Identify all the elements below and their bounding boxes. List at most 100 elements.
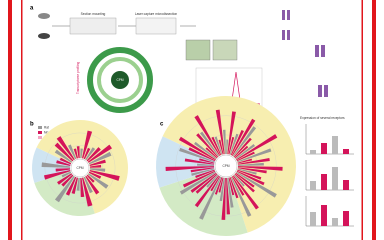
- wedge: [237, 148, 272, 163]
- wedge: [232, 175, 259, 210]
- wedge: [215, 109, 225, 155]
- panel-label: a: [30, 6, 34, 12]
- bar: [321, 205, 327, 226]
- wedge: [210, 176, 221, 192]
- wedge: [236, 171, 277, 198]
- wedge: [233, 137, 252, 158]
- core: [70, 158, 90, 178]
- wedge: [222, 129, 226, 155]
- step-box: [135, 17, 177, 35]
- wedge: [86, 147, 101, 162]
- ring: [57, 145, 103, 191]
- wedge: [81, 177, 93, 207]
- wedge: [85, 175, 100, 195]
- wedge: [227, 177, 234, 208]
- red-bar: [8, 0, 12, 240]
- wedge: [61, 174, 74, 187]
- panel-label: c: [160, 122, 164, 128]
- wedge: [230, 176, 252, 217]
- red-line: [361, 0, 363, 240]
- wedge: [184, 158, 215, 165]
- red-bar: [372, 0, 376, 240]
- bar: [310, 150, 316, 154]
- wedge: [76, 146, 80, 159]
- wedge: [214, 136, 223, 155]
- bar: [332, 136, 338, 154]
- animal-icon: [38, 13, 50, 19]
- tubes: [282, 10, 328, 97]
- wedge: [59, 157, 72, 165]
- wedge: [194, 175, 220, 208]
- legend-swatch: [38, 131, 42, 134]
- inset-charts: [305, 124, 354, 227]
- bar: [310, 181, 316, 190]
- radial-plot: [32, 120, 128, 216]
- wedge: [229, 133, 239, 155]
- center-label: CPM: [222, 164, 229, 168]
- legend-swatch: [38, 136, 42, 139]
- ring: [175, 115, 277, 217]
- bar: [332, 167, 338, 190]
- wedge: [234, 145, 249, 159]
- bar: [343, 149, 349, 154]
- wedge: [88, 151, 112, 165]
- wedge: [236, 151, 255, 162]
- wedge: [179, 147, 215, 163]
- wedge: [197, 163, 215, 166]
- wedge: [194, 115, 221, 156]
- wedge: [190, 167, 215, 173]
- wedge: [76, 177, 80, 191]
- step-label: Section mounting: [81, 12, 106, 16]
- ring: [194, 134, 258, 198]
- wedge: [205, 147, 218, 159]
- panel-label: b: [30, 122, 34, 128]
- step-label: Laser capture microdissection: [135, 12, 178, 16]
- wedge: [56, 160, 71, 167]
- bar: [343, 211, 349, 226]
- wedge: [61, 171, 72, 178]
- wedge: [199, 131, 220, 157]
- wedge: [226, 139, 229, 155]
- legend-swatch: [38, 126, 42, 129]
- wedge: [232, 126, 257, 157]
- wedge: [41, 162, 71, 168]
- ring: [97, 57, 143, 103]
- vertical-label: Transcriptome profiling: [76, 62, 80, 95]
- wedge: [56, 136, 75, 161]
- wedge: [88, 171, 102, 179]
- wedge: [235, 172, 255, 188]
- wedge: [89, 169, 120, 181]
- wedge: [206, 174, 219, 188]
- wedge: [237, 168, 257, 175]
- step-box: [69, 17, 117, 35]
- wedge: [221, 177, 226, 220]
- wedge: [211, 136, 222, 156]
- inset-title: Expression of several receptors: [300, 116, 345, 120]
- wedge: [226, 177, 231, 215]
- wedge: [87, 144, 112, 163]
- wedge: [228, 136, 235, 155]
- wedge: [230, 130, 244, 156]
- red-line: [21, 0, 23, 240]
- wedge: [214, 177, 223, 195]
- sector: [34, 171, 95, 216]
- wedge: [228, 177, 235, 196]
- wedge: [83, 147, 91, 160]
- wedge: [237, 167, 267, 174]
- wedge: [73, 148, 79, 159]
- wedge: [231, 176, 245, 196]
- wedge: [57, 173, 73, 185]
- wedge: [71, 177, 79, 194]
- wedge: [237, 158, 253, 164]
- wedge: [86, 174, 95, 183]
- wedge: [196, 133, 219, 158]
- wedge: [195, 169, 215, 178]
- center-label: CPM: [76, 166, 83, 170]
- wedge: [231, 118, 256, 156]
- wedge: [195, 173, 218, 194]
- wedge: [233, 174, 245, 187]
- wedge: [65, 176, 77, 196]
- wedge: [89, 159, 106, 167]
- radial-plot: [156, 96, 296, 236]
